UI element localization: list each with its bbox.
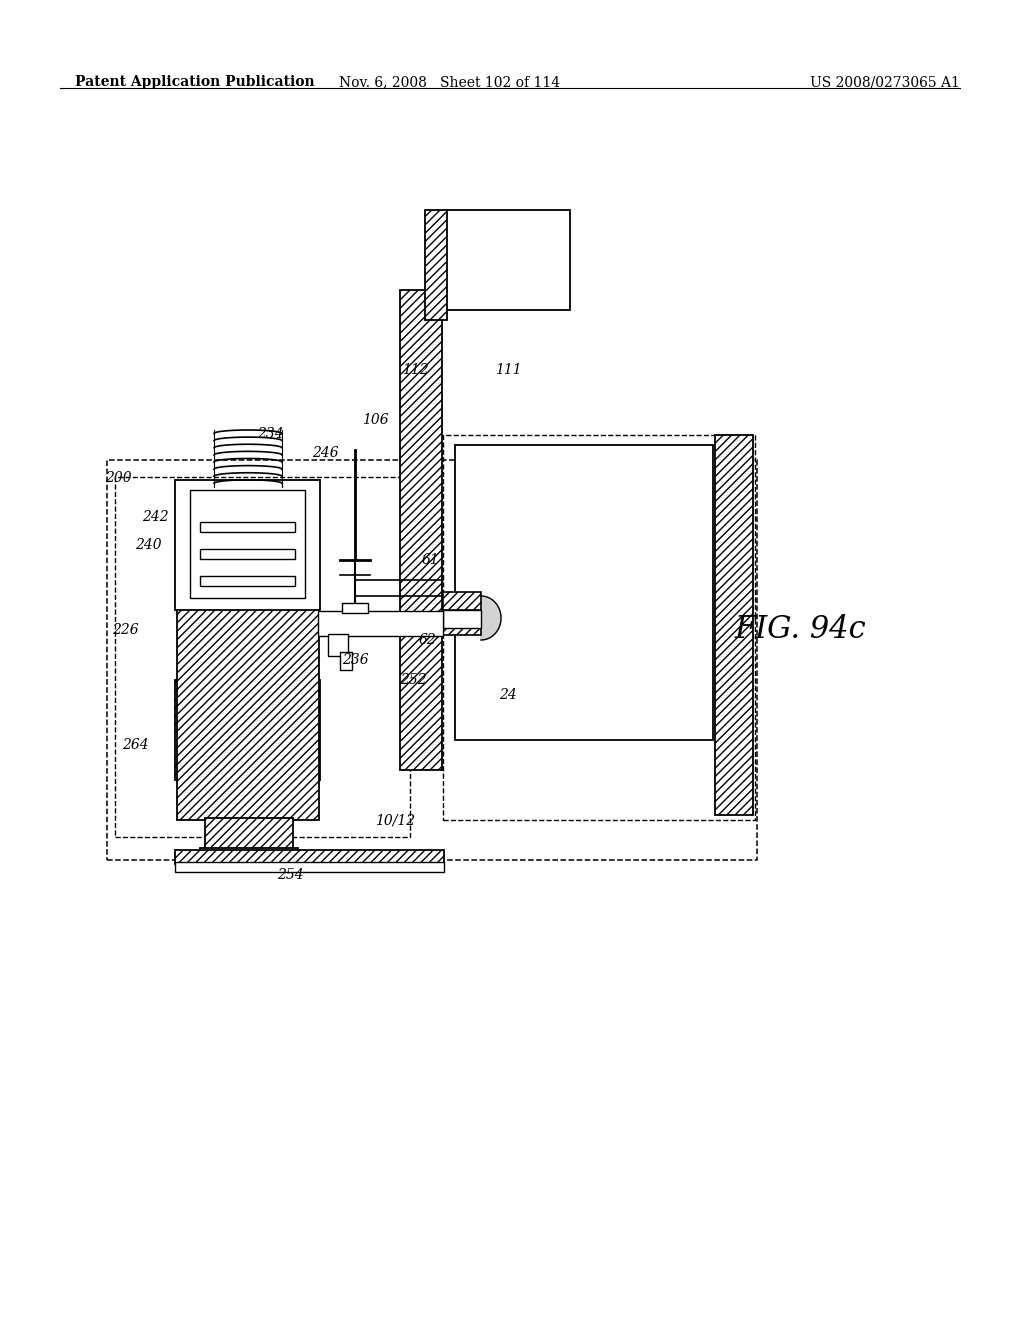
Text: 242: 242: [141, 510, 168, 524]
Bar: [175, 850, 444, 865]
Bar: [443, 610, 481, 628]
Bar: [200, 847, 298, 858]
Text: 10/12: 10/12: [375, 813, 415, 828]
Text: 24: 24: [499, 688, 517, 702]
Text: 106: 106: [361, 413, 388, 426]
Bar: [443, 616, 481, 635]
Bar: [175, 680, 319, 780]
Bar: [342, 603, 368, 612]
Text: 234: 234: [257, 426, 284, 441]
Text: 264: 264: [122, 738, 148, 752]
Bar: [115, 477, 410, 837]
Bar: [455, 445, 713, 741]
Bar: [190, 490, 305, 598]
Bar: [200, 549, 295, 558]
Text: 62: 62: [418, 634, 436, 647]
Bar: [443, 436, 755, 820]
Text: 226: 226: [112, 623, 138, 638]
Bar: [318, 611, 443, 636]
Bar: [106, 459, 757, 861]
Bar: [400, 290, 442, 770]
Text: 200: 200: [104, 471, 131, 484]
Bar: [715, 436, 753, 814]
Bar: [328, 634, 348, 656]
Bar: [445, 210, 570, 310]
Polygon shape: [481, 597, 501, 640]
Text: 236: 236: [342, 653, 369, 667]
Bar: [205, 818, 293, 850]
Bar: [200, 576, 295, 586]
Bar: [177, 601, 319, 820]
Bar: [175, 862, 444, 873]
Text: FIG. 94c: FIG. 94c: [734, 615, 866, 645]
Text: Patent Application Publication: Patent Application Publication: [75, 75, 314, 88]
Text: 254: 254: [276, 869, 303, 882]
Text: 111: 111: [495, 363, 521, 378]
Text: 112: 112: [401, 363, 428, 378]
Bar: [200, 521, 295, 532]
Bar: [175, 480, 319, 610]
Text: 252: 252: [399, 673, 426, 686]
Text: 240: 240: [135, 539, 162, 552]
Bar: [443, 591, 481, 610]
Text: Nov. 6, 2008   Sheet 102 of 114: Nov. 6, 2008 Sheet 102 of 114: [339, 75, 560, 88]
Text: 61: 61: [421, 553, 439, 568]
Text: 246: 246: [311, 446, 338, 459]
Text: US 2008/0273065 A1: US 2008/0273065 A1: [810, 75, 961, 88]
Bar: [425, 210, 447, 319]
Bar: [340, 652, 352, 671]
